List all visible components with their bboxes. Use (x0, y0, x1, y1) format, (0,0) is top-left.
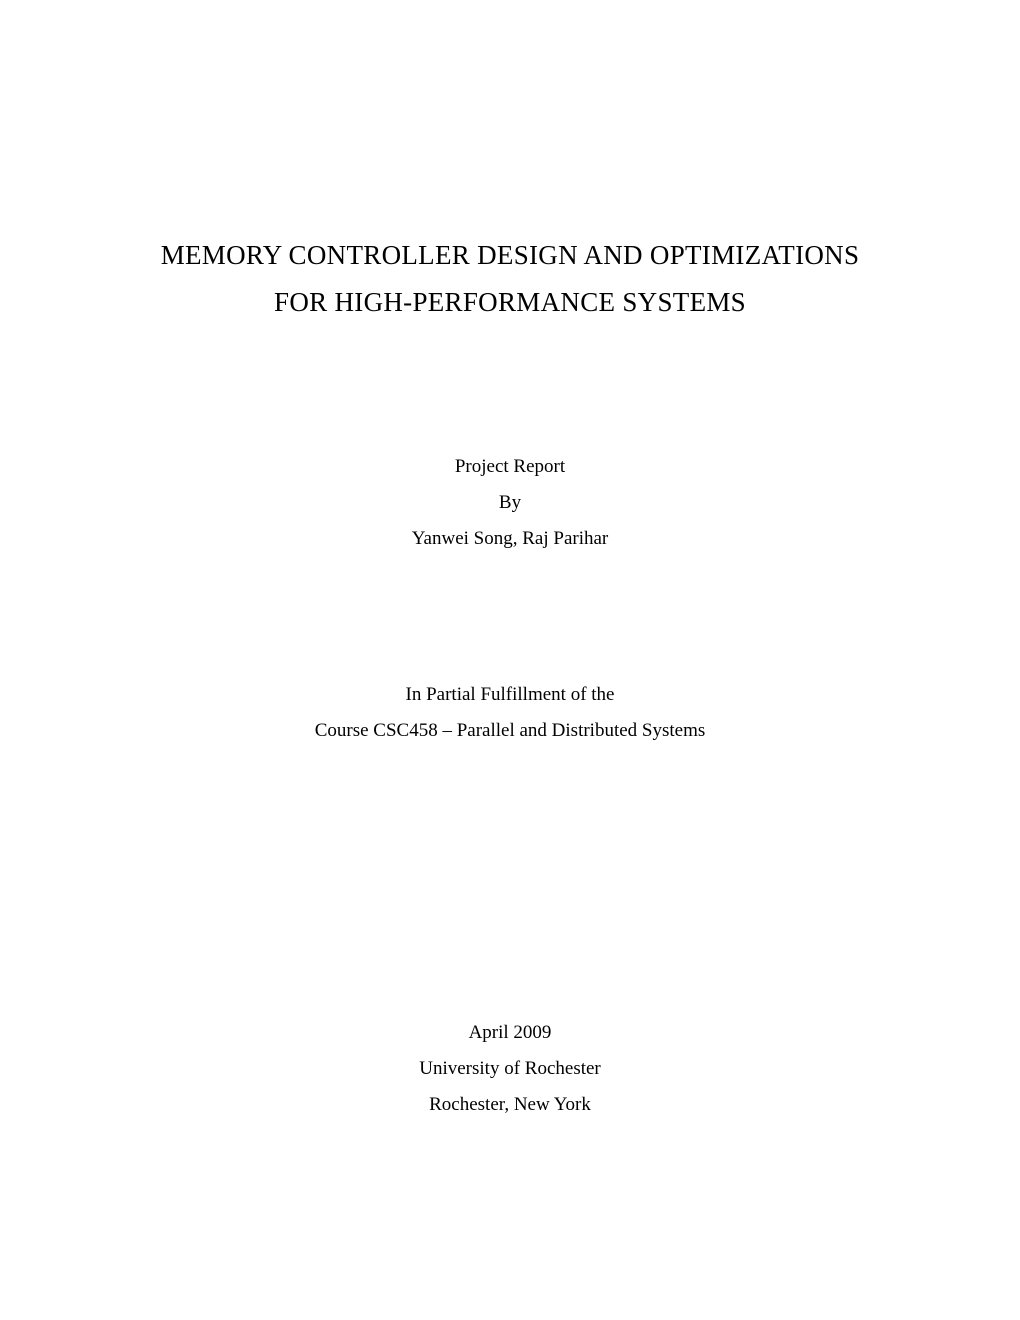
title-line-1: MEMORY CONTROLLER DESIGN AND OPTIMIZATIO… (120, 232, 900, 279)
report-by: By (120, 485, 900, 521)
report-authors: Yanwei Song, Raj Parihar (120, 521, 900, 557)
fulfillment-block: In Partial Fulfillment of the Course CSC… (120, 557, 900, 749)
fulfillment-line-2: Course CSC458 – Parallel and Distributed… (120, 713, 900, 749)
report-label: Project Report (120, 449, 900, 485)
report-block: Project Report By Yanwei Song, Raj Parih… (120, 327, 900, 557)
footer-date: April 2009 (120, 1015, 900, 1051)
footer-university: University of Rochester (120, 1051, 900, 1087)
footer-location: Rochester, New York (120, 1087, 900, 1123)
footer-block: April 2009 University of Rochester Roche… (120, 749, 900, 1123)
fulfillment-line-1: In Partial Fulfillment of the (120, 677, 900, 713)
title-block: MEMORY CONTROLLER DESIGN AND OPTIMIZATIO… (120, 0, 900, 327)
title-line-2: FOR HIGH-PERFORMANCE SYSTEMS (120, 279, 900, 326)
document-page: MEMORY CONTROLLER DESIGN AND OPTIMIZATIO… (0, 0, 1020, 1320)
